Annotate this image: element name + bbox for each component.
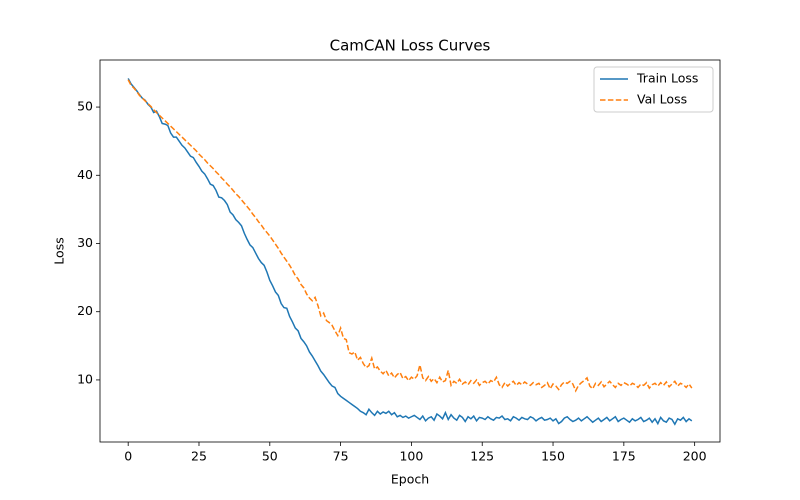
y-tick-label: 30 (77, 235, 93, 250)
x-tick-label: 75 (333, 449, 349, 464)
y-tick-label: 20 (77, 303, 93, 318)
y-tick-label: 50 (77, 99, 93, 114)
legend-label: Val Loss (637, 92, 687, 107)
data-line (127, 79, 693, 393)
data-line (127, 78, 693, 426)
x-tick-label: 200 (683, 449, 707, 464)
x-axis-label: Epoch (391, 472, 429, 487)
plot-frame (99, 59, 721, 443)
x-tick-label: 25 (191, 449, 207, 464)
x-tick-label: 50 (262, 449, 278, 464)
x-tick-label: 0 (124, 449, 132, 464)
x-tick-label: 175 (612, 449, 636, 464)
legend-label: Train Loss (636, 71, 698, 86)
y-tick-label: 10 (77, 371, 93, 386)
x-tick-label: 150 (541, 449, 565, 464)
y-axis-label: Loss (52, 237, 67, 264)
x-tick-label: 125 (470, 449, 494, 464)
y-tick-label: 40 (77, 167, 93, 182)
chart-title: CamCAN Loss Curves (330, 37, 491, 55)
x-tick-label: 100 (399, 449, 423, 464)
